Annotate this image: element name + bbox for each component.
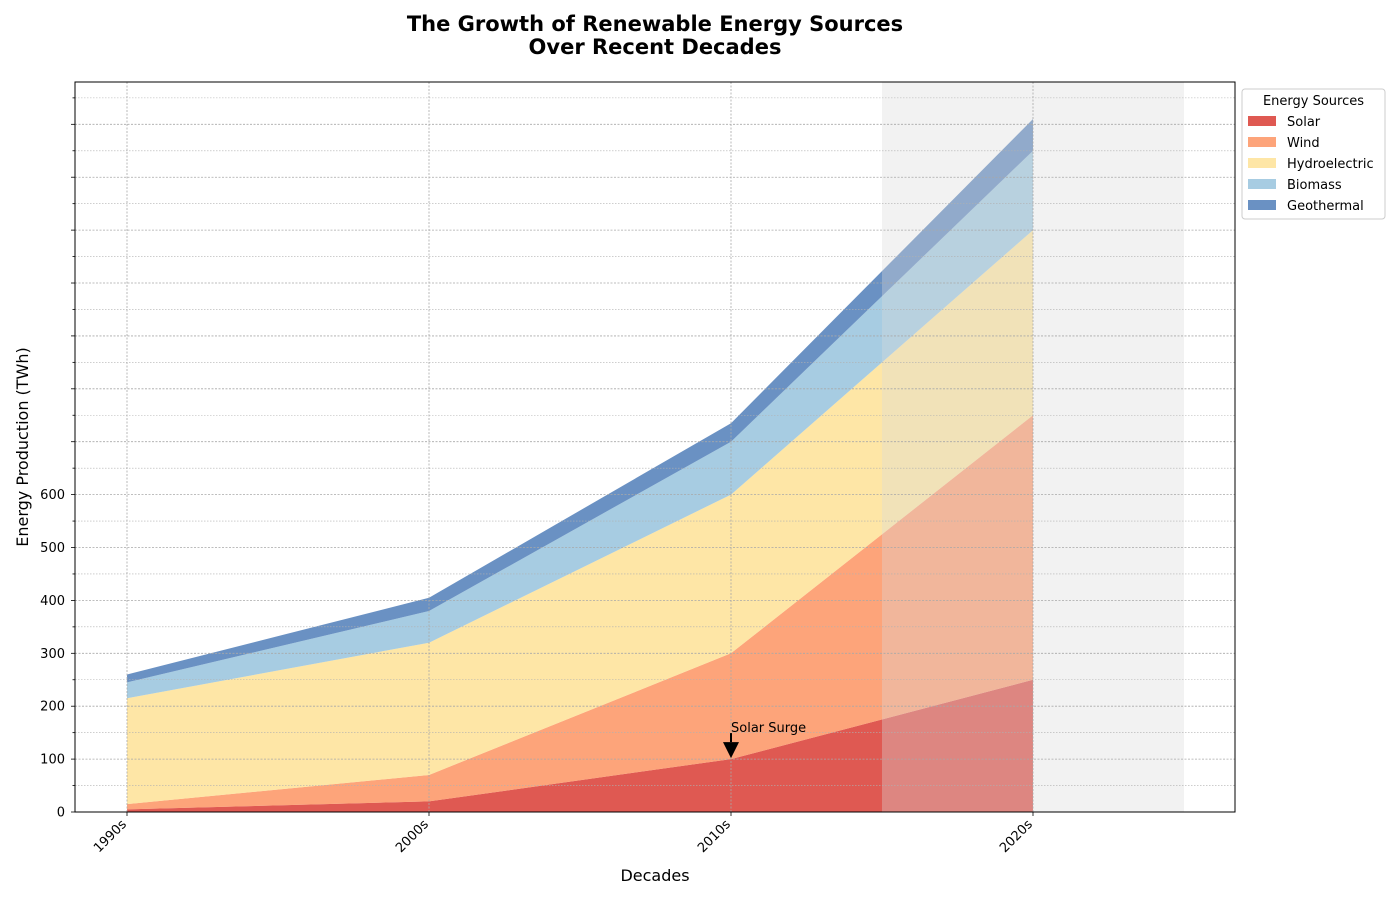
y-tick-label: 0 [57,806,65,821]
y-tick-label: 400 [40,594,65,609]
legend-title: Energy Sources [1263,94,1364,109]
y-tick-label: 100 [40,753,65,768]
y-tick-label: 500 [40,541,65,556]
legend-label-wind: Wind [1287,136,1320,151]
legend-label-geothermal: Geothermal [1287,199,1364,214]
x-tick-label: 2000s [393,817,432,856]
x-tick-label: 1990s [91,817,130,856]
chart-title-line-1: The Growth of Renewable Energy Sources [407,12,903,36]
axes-frame [74,81,1236,813]
y-tick-label: 300 [40,647,65,662]
area-solar [127,679,1033,812]
legend-label-biomass: Biomass [1287,178,1342,193]
y-tick-label: 200 [40,700,65,715]
chart-title-line-2: Over Recent Decades [529,35,782,59]
legend-label-hydroelectric: Hydroelectric [1287,157,1374,172]
annotation-label: Solar Surge [731,721,806,736]
x-axis-label: Decades [620,866,689,885]
annotation-arrow [723,742,739,759]
legend-swatch-solar [1248,116,1276,126]
plot-area: 0 100 200 300 400 500 600 1990s 2000s 2010s 2020s S… [40,81,1236,856]
legend-swatch-biomass [1248,179,1276,189]
x-tick-label: 2020s [997,817,1036,856]
y-tick-label: 600 [40,488,65,503]
legend-box [1241,88,1386,220]
legend-swatch-hydroelectric [1248,158,1276,168]
legend: Energy Sources Solar Wind Hydroelectric Biom… [1241,88,1386,220]
legend-label-solar: Solar [1287,115,1321,130]
y-axis-label: Energy Production (TWh) [13,347,32,547]
legend-swatch-geothermal [1248,200,1276,210]
area-wind [127,415,1033,810]
area-hydroelectric [127,230,1033,805]
legend-swatch-wind [1248,137,1276,147]
x-tick-label: 2010s [695,817,734,856]
